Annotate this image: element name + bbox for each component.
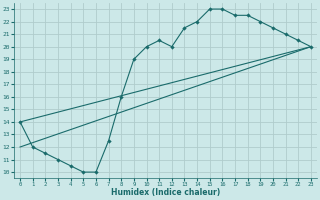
X-axis label: Humidex (Indice chaleur): Humidex (Indice chaleur) bbox=[111, 188, 220, 197]
